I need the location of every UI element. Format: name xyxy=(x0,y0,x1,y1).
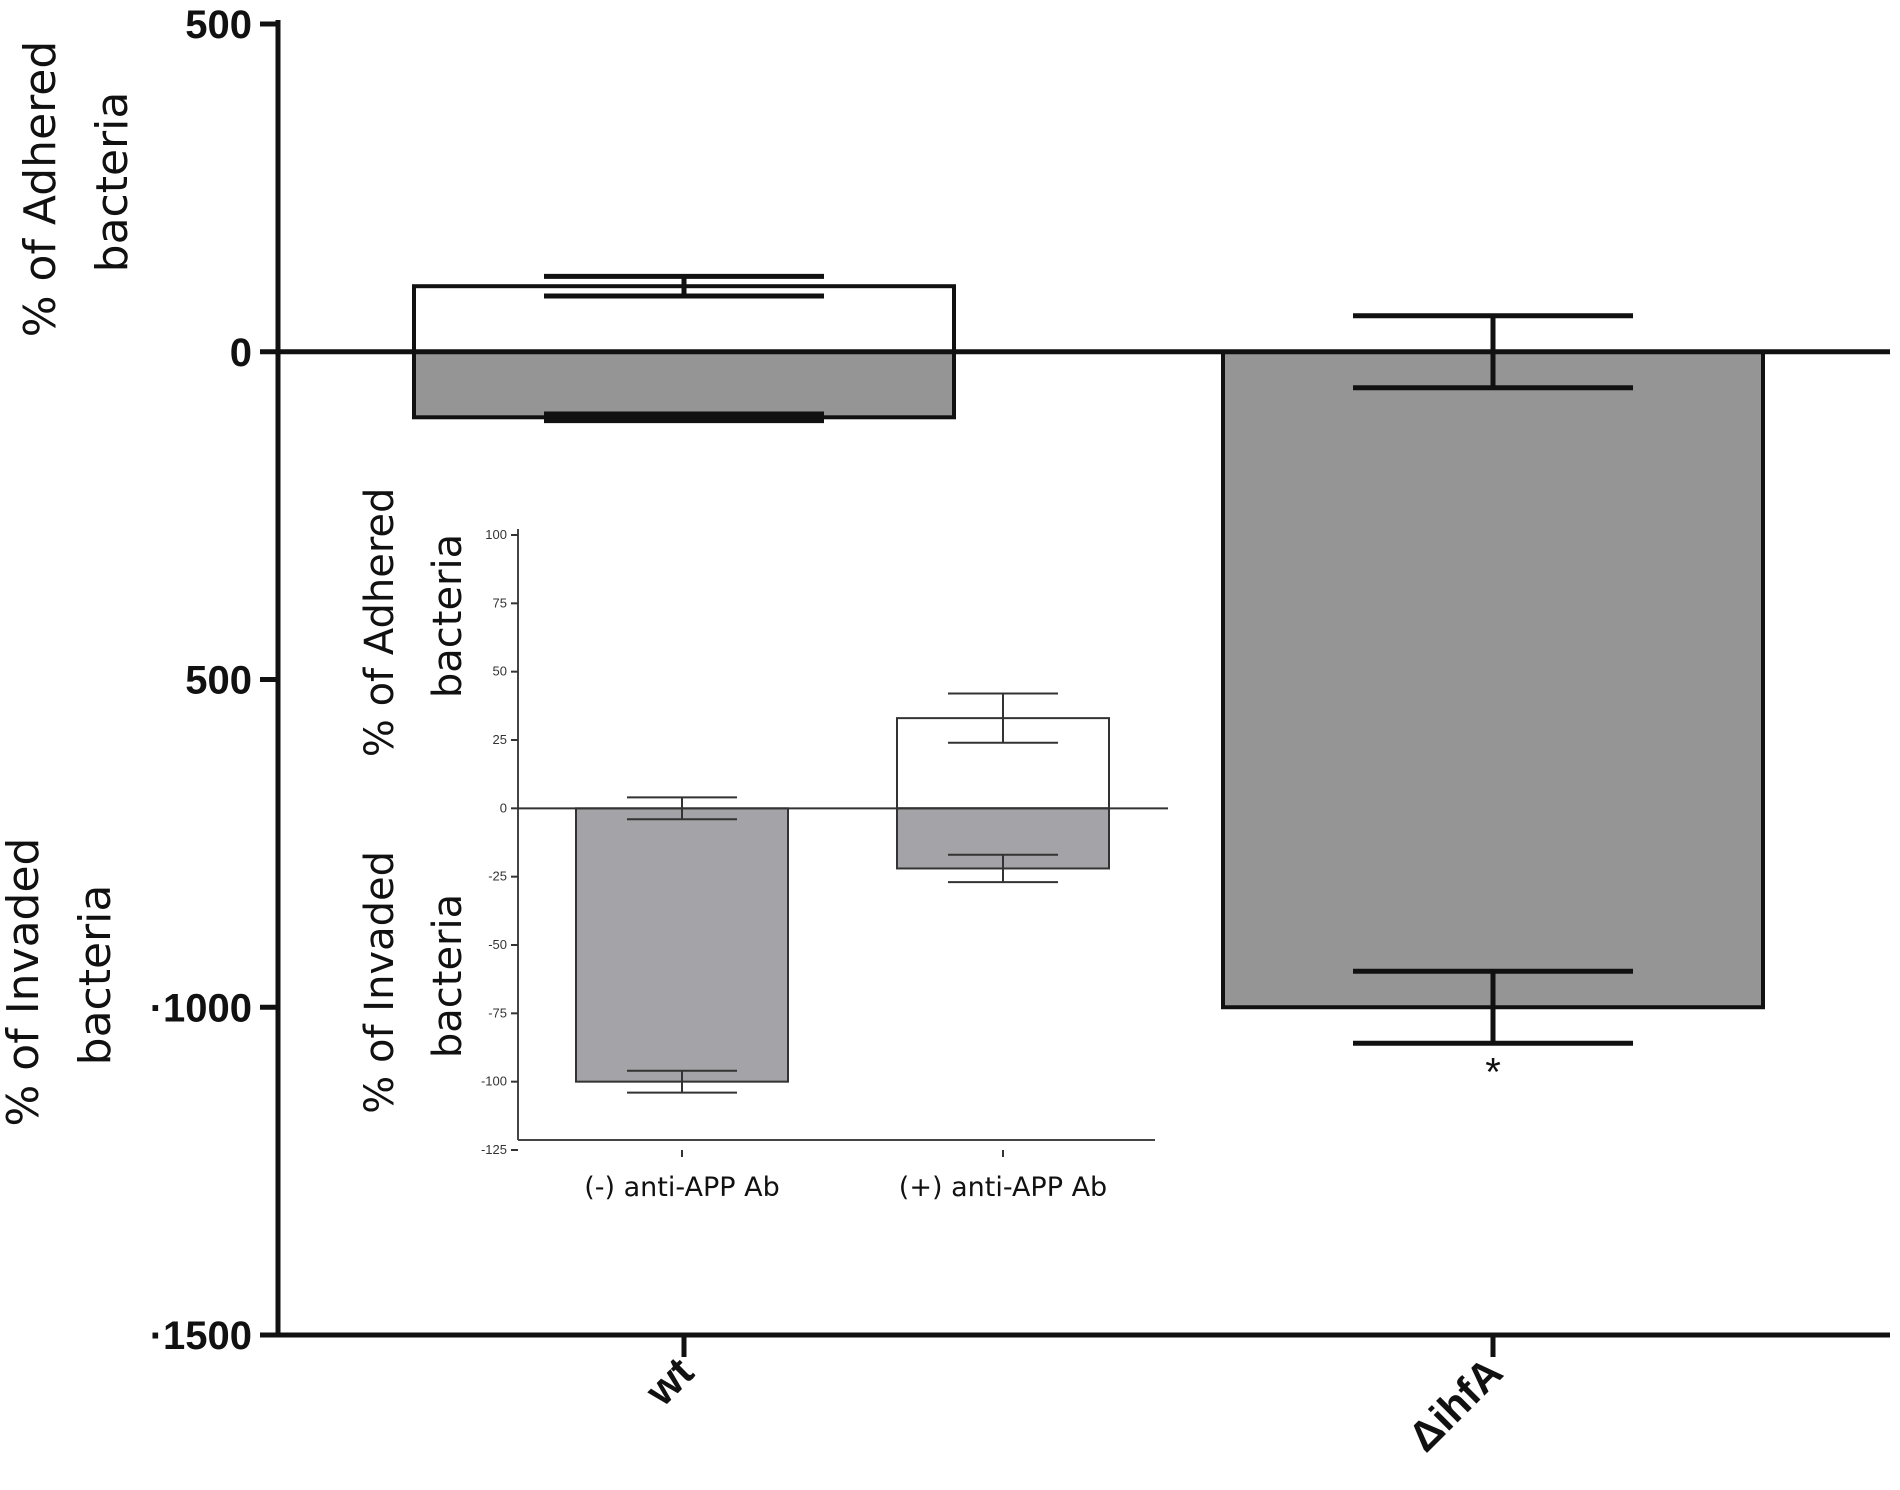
inset-y-tick-label: 75 xyxy=(493,595,507,610)
inset-y-tick-label: -75 xyxy=(488,1005,507,1020)
inset-ylabel-adhered-line1: % of Adhered xyxy=(357,488,403,758)
main-category-labels: wt ΔihfA xyxy=(635,1348,1511,1460)
inset-y-tick-label: -125 xyxy=(481,1142,507,1157)
inset-y-tick-label: 0 xyxy=(500,800,507,815)
inset-chart: 100 75 50 25 0 -25 -50 -75 -100 -125 (-) anti-APP… xyxy=(357,475,1168,1203)
inset-y-tick-label: 25 xyxy=(493,732,507,747)
main-y-tick-label: ·1500 xyxy=(150,1314,252,1358)
inset-ylabel-adhered: % of Adhered bacteria xyxy=(357,475,471,757)
main-y-tick-label: ·1000 xyxy=(150,986,252,1030)
inset-ylabel-invaded-line2: bacteria xyxy=(425,894,471,1058)
inset-y-tick-label: 50 xyxy=(493,664,507,679)
inset-ylabel-adhered-line2: bacteria xyxy=(425,534,471,698)
main-ylabel-adhered-line2: bacteria xyxy=(87,92,138,273)
inset-y-tick-label: -50 xyxy=(488,937,507,952)
main-category-label-wt: wt xyxy=(635,1348,702,1415)
main-y-tick-labels: 500 0 500 ·1000 ·1500 xyxy=(150,3,252,1358)
main-y-tick-label: 500 xyxy=(185,659,252,703)
inset-y-tick-label: -100 xyxy=(481,1074,507,1089)
inset-error-bars xyxy=(627,692,1058,1094)
inset-ylabel-invaded-line1: % of Invaded xyxy=(357,851,403,1114)
main-ylabel-adhered: % of Adhered bacteria xyxy=(15,27,138,338)
main-ylabel-invaded-line2: bacteria xyxy=(70,885,121,1066)
inset-y-ticks xyxy=(511,534,518,1151)
main-bar-ihfa-invaded xyxy=(1221,349,1765,1010)
main-ylabel-invaded-line1: % of Invaded xyxy=(0,838,49,1127)
main-bar-wt-invaded xyxy=(412,349,956,420)
main-ylabel-adhered-line1: % of Adhered xyxy=(15,41,66,338)
inset-y-tick-label: 100 xyxy=(485,527,507,542)
inset-category-labels: (-) anti-APP Ab (+) anti-APP Ab xyxy=(584,1172,1107,1203)
main-x-ticks xyxy=(681,1335,1496,1357)
main-ylabel-invaded: % of Invaded bacteria xyxy=(0,824,121,1127)
inset-x-ticks xyxy=(681,1150,1004,1157)
main-category-label-ihfa: ΔihfA xyxy=(1399,1348,1511,1460)
inset-bars xyxy=(575,717,1110,1083)
main-y-tick-label: 500 xyxy=(185,3,252,47)
inset-category-label-anti-app-ab: (+) anti-APP Ab xyxy=(899,1172,1107,1203)
main-y-ticks xyxy=(260,21,278,1338)
main-error-bars xyxy=(544,273,1633,1046)
inset-y-tick-labels: 100 75 50 25 0 -25 -50 -75 -100 -125 xyxy=(481,527,507,1157)
main-y-tick-label: 0 xyxy=(230,331,252,375)
inset-y-tick-label: -25 xyxy=(488,869,507,884)
inset-ylabel-invaded: % of Invaded bacteria xyxy=(357,838,471,1113)
inset-bar-anti-app-ab-invaded xyxy=(575,807,789,1083)
significance-star: * xyxy=(1485,1050,1501,1094)
inset-category-label-anti-app-ab: (-) anti-APP Ab xyxy=(584,1172,780,1203)
